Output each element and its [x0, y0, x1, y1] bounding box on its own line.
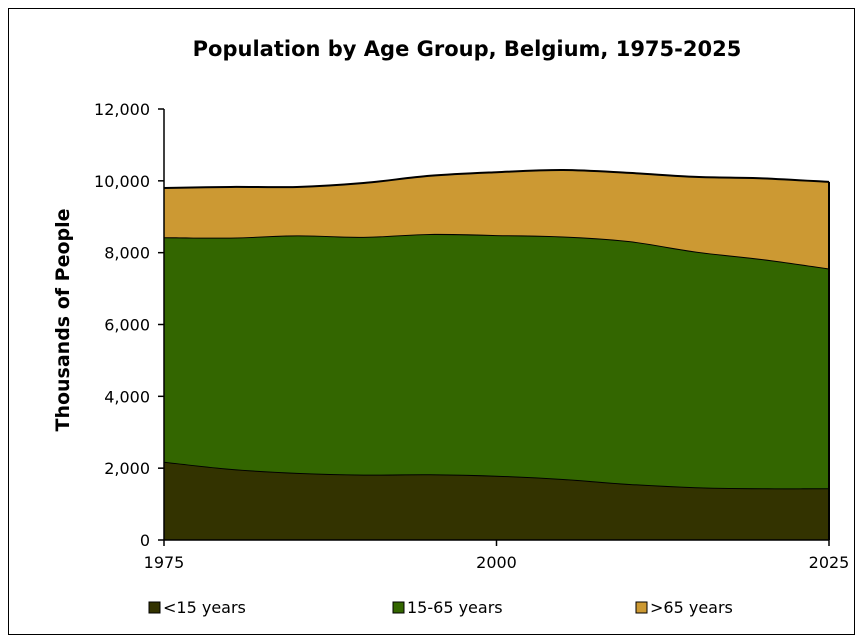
axes: 0 2,000 4,000 6,000 8,000 10,000 12,000 1975 200… [94, 100, 849, 572]
y-tick-label: 10,000 [94, 172, 150, 191]
y-tick-label: 2,000 [104, 459, 150, 478]
legend-swatch-2 [392, 601, 405, 614]
legend-label-2: 15-65 years [407, 598, 503, 617]
y-tick-label: 4,000 [104, 387, 150, 406]
y-tick-label: 12,000 [94, 100, 150, 119]
legend-label-3: >65 years [650, 598, 733, 617]
area-series-2 [164, 233, 829, 489]
area-series-3 [164, 170, 829, 269]
y-tick-label: 8,000 [104, 244, 150, 263]
y-tick-label: 0 [140, 531, 150, 550]
x-tick-label: 1975 [144, 553, 185, 572]
x-tick-label: 2025 [809, 553, 850, 572]
y-axis-label: Thousands of People [52, 208, 74, 431]
area-series-1 [164, 461, 829, 540]
legend-swatch-3 [635, 601, 648, 614]
area-outline-3 [163, 169, 830, 190]
x-tick-label: 2000 [476, 553, 517, 572]
chart-title: Population by Age Group, Belgium, 1975-2… [193, 37, 742, 61]
legend: <15 years 15-65 years >65 years [148, 598, 733, 617]
area-layers [163, 169, 830, 540]
legend-label-1: <15 years [163, 598, 246, 617]
y-tick-label: 6,000 [104, 316, 150, 335]
legend-swatch-1 [148, 601, 161, 614]
